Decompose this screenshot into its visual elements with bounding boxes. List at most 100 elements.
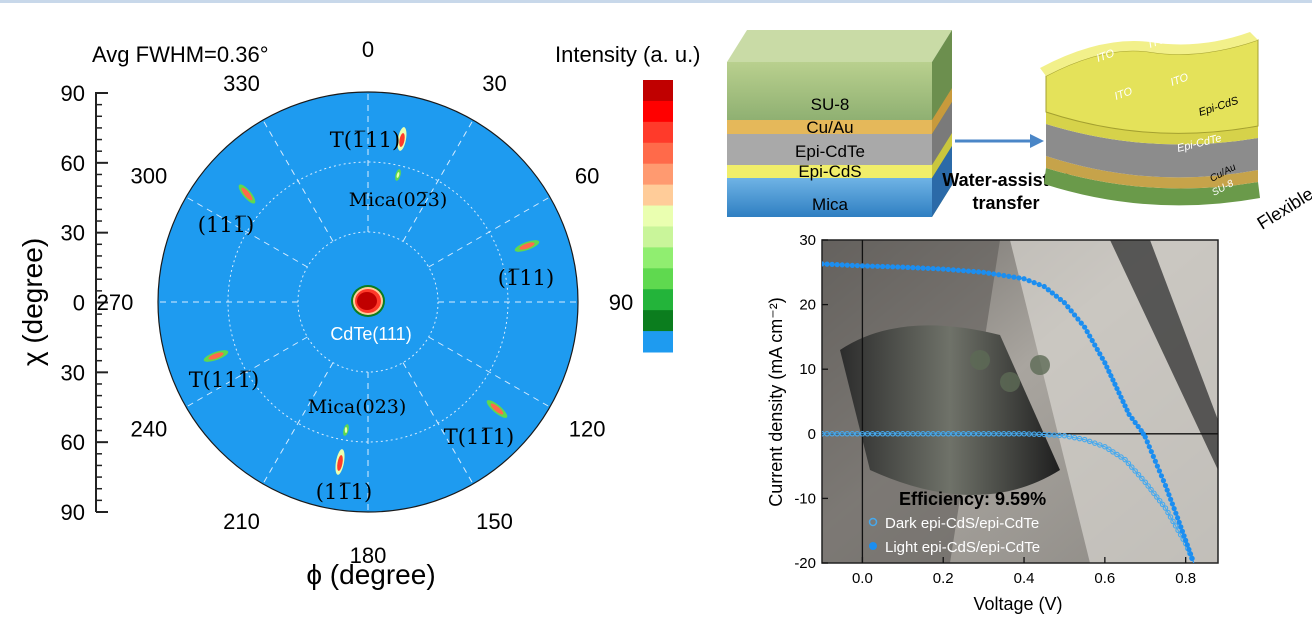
stack-label-su8: SU-8 (811, 95, 850, 114)
peak-label-3: (111̅) (198, 213, 254, 237)
data-point (1071, 312, 1078, 318)
flexible-label: Flexible (1254, 184, 1312, 234)
data-point (970, 268, 977, 275)
chi-tick-label: 90 (61, 500, 85, 525)
data-point (1001, 272, 1007, 279)
y-tick-label: 10 (799, 361, 816, 378)
phi-tick-label: 180 (350, 543, 387, 568)
data-point (950, 267, 956, 273)
data-point (1026, 431, 1032, 437)
data-point (1041, 431, 1047, 438)
legend-marker-dark (868, 517, 878, 527)
flex-label-ito4: ITO (1169, 71, 1191, 89)
data-point (965, 268, 972, 274)
colorbar-cell (643, 289, 673, 311)
data-point (1087, 333, 1093, 339)
chi-axis-label: χ (degree) (17, 238, 48, 366)
data-point (1144, 439, 1150, 445)
phi-tick-label: 300 (131, 164, 168, 189)
data-point (990, 431, 997, 437)
data-point (1160, 478, 1167, 484)
stack-label-cuau: Cu/Au (806, 118, 853, 137)
colorbar-cell (643, 310, 673, 332)
data-point (879, 431, 886, 437)
data-point (1021, 276, 1027, 282)
data-point (1132, 419, 1138, 426)
data-point (1061, 432, 1068, 439)
data-point (1146, 444, 1152, 450)
data-point (1082, 324, 1088, 330)
data-point (981, 269, 987, 275)
data-point (1011, 274, 1017, 280)
data-point (1165, 509, 1171, 516)
data-point (900, 264, 906, 270)
data-point (1154, 463, 1160, 469)
data-point (965, 431, 972, 437)
top-border (0, 0, 1312, 3)
data-point (1089, 337, 1095, 344)
data-point (1092, 342, 1098, 348)
phi-tick-label: 150 (476, 509, 513, 534)
data-point (1124, 407, 1130, 413)
data-point (1016, 431, 1022, 437)
data-point (1132, 468, 1138, 474)
data-point (1187, 551, 1194, 557)
data-point (1139, 475, 1145, 482)
data-point (1184, 542, 1190, 548)
data-point (1148, 486, 1154, 493)
data-point (1006, 273, 1012, 279)
data-point (1016, 275, 1022, 281)
data-point (829, 431, 835, 437)
data-point (1125, 460, 1132, 467)
data-point (1154, 494, 1160, 500)
data-point (910, 431, 916, 437)
data-point (1099, 355, 1105, 361)
layer-mica (727, 178, 932, 217)
data-point (834, 262, 840, 268)
data-point (1006, 431, 1012, 437)
data-point (1183, 537, 1189, 543)
data-point (1142, 479, 1149, 485)
colorbar-cell (643, 205, 673, 227)
data-point (1152, 458, 1158, 464)
colorbar-cell (643, 247, 673, 269)
data-point (915, 265, 921, 271)
data-point (1181, 533, 1187, 539)
phi-tick-label: 210 (223, 509, 260, 534)
data-point (859, 263, 866, 269)
peak-label-5: T(111̅) (189, 368, 259, 392)
data-point (869, 263, 876, 269)
colorbar-cell (643, 226, 673, 248)
transfer-arrow: Water-assisted transfer (942, 134, 1070, 213)
colorbar-title: Intensity (a. u.) (555, 42, 701, 67)
stack-label-cdte: Epi-CdTe (795, 142, 865, 161)
data-point (824, 431, 830, 437)
data-point (920, 431, 926, 437)
y-tick-label: 0 (808, 426, 816, 443)
data-point (940, 266, 946, 272)
data-point (1045, 287, 1051, 293)
peak-label-2: Mica(02̅3) (349, 189, 448, 211)
flex-label-ito1: ITO (1095, 47, 1117, 65)
flex-label-ito3: ITO (1113, 85, 1135, 103)
data-point (930, 431, 936, 437)
colorbar-cell (643, 268, 673, 290)
data-point (859, 431, 866, 437)
peak-upper-left (238, 184, 256, 204)
arrow-label-line1: Water-assisted (942, 170, 1069, 190)
data-point (1106, 368, 1112, 374)
data-point (1148, 448, 1154, 455)
data-point (1084, 329, 1090, 335)
data-point (1031, 280, 1037, 286)
spoke-line (402, 362, 474, 485)
peak-label-4: (1̅11) (498, 266, 554, 290)
data-point (1166, 492, 1172, 498)
data-point (975, 431, 982, 437)
data-point (1159, 501, 1166, 508)
data-point (1053, 293, 1059, 299)
data-point (905, 264, 911, 270)
layer-cuau (727, 120, 932, 134)
data-point (884, 431, 891, 437)
data-point (895, 431, 901, 437)
